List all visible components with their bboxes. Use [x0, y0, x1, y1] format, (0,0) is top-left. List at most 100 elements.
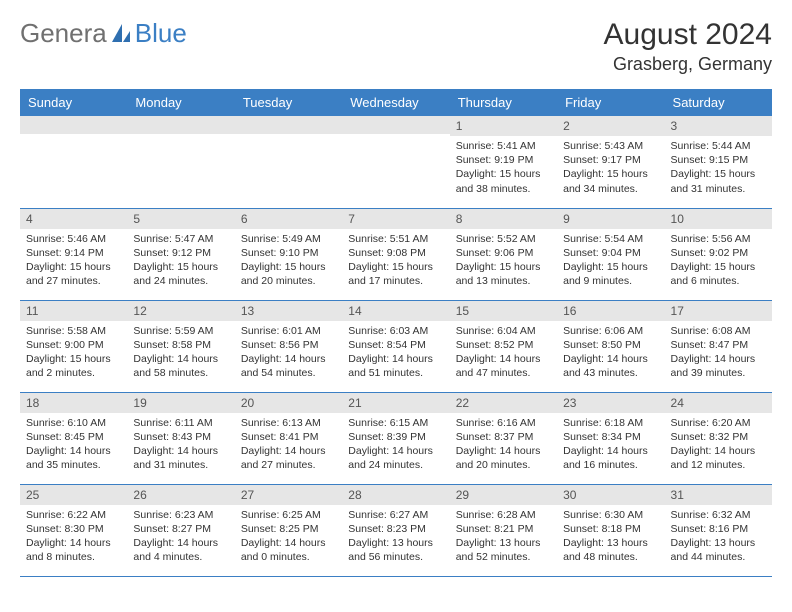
daylight-text: Daylight: 15 hours and 6 minutes. — [671, 260, 766, 288]
sunrise-text: Sunrise: 6:06 AM — [563, 324, 658, 338]
sunrise-text: Sunrise: 6:03 AM — [348, 324, 443, 338]
daylight-text: Daylight: 14 hours and 20 minutes. — [456, 444, 551, 472]
day-number: 15 — [450, 301, 557, 321]
sunrise-text: Sunrise: 5:54 AM — [563, 232, 658, 246]
calendar-day-cell: 25Sunrise: 6:22 AMSunset: 8:30 PMDayligh… — [20, 484, 127, 576]
daylight-text: Daylight: 14 hours and 54 minutes. — [241, 352, 336, 380]
sunrise-text: Sunrise: 6:16 AM — [456, 416, 551, 430]
day-number: 9 — [557, 209, 664, 229]
daylight-text: Daylight: 14 hours and 27 minutes. — [241, 444, 336, 472]
day-number: 17 — [665, 301, 772, 321]
day-number: 14 — [342, 301, 449, 321]
sunrise-text: Sunrise: 6:28 AM — [456, 508, 551, 522]
daylight-text: Daylight: 15 hours and 2 minutes. — [26, 352, 121, 380]
daylight-text: Daylight: 14 hours and 12 minutes. — [671, 444, 766, 472]
sunrise-text: Sunrise: 5:52 AM — [456, 232, 551, 246]
day-details: Sunrise: 6:30 AMSunset: 8:18 PMDaylight:… — [557, 505, 664, 569]
sunset-text: Sunset: 8:34 PM — [563, 430, 658, 444]
sunset-text: Sunset: 9:15 PM — [671, 153, 766, 167]
day-number — [127, 116, 234, 134]
sunrise-text: Sunrise: 5:47 AM — [133, 232, 228, 246]
title-block: August 2024 Grasberg, Germany — [604, 18, 772, 75]
day-details: Sunrise: 6:13 AMSunset: 8:41 PMDaylight:… — [235, 413, 342, 477]
calendar-day-cell: 22Sunrise: 6:16 AMSunset: 8:37 PMDayligh… — [450, 392, 557, 484]
daylight-text: Daylight: 13 hours and 48 minutes. — [563, 536, 658, 564]
day-number: 7 — [342, 209, 449, 229]
calendar-day-cell: 7Sunrise: 5:51 AMSunset: 9:08 PMDaylight… — [342, 208, 449, 300]
day-details: Sunrise: 6:28 AMSunset: 8:21 PMDaylight:… — [450, 505, 557, 569]
weekday-header: Friday — [557, 89, 664, 116]
day-number: 23 — [557, 393, 664, 413]
sunset-text: Sunset: 8:32 PM — [671, 430, 766, 444]
weekday-header: Tuesday — [235, 89, 342, 116]
sunrise-text: Sunrise: 6:25 AM — [241, 508, 336, 522]
day-details: Sunrise: 5:51 AMSunset: 9:08 PMDaylight:… — [342, 229, 449, 293]
daylight-text: Daylight: 14 hours and 51 minutes. — [348, 352, 443, 380]
sunset-text: Sunset: 9:00 PM — [26, 338, 121, 352]
day-number: 24 — [665, 393, 772, 413]
day-number: 1 — [450, 116, 557, 136]
day-number: 16 — [557, 301, 664, 321]
day-details: Sunrise: 5:49 AMSunset: 9:10 PMDaylight:… — [235, 229, 342, 293]
day-number: 26 — [127, 485, 234, 505]
sunrise-text: Sunrise: 6:30 AM — [563, 508, 658, 522]
sunrise-text: Sunrise: 6:08 AM — [671, 324, 766, 338]
calendar-day-cell: 5Sunrise: 5:47 AMSunset: 9:12 PMDaylight… — [127, 208, 234, 300]
location-subtitle: Grasberg, Germany — [604, 54, 772, 75]
day-number: 21 — [342, 393, 449, 413]
calendar-day-cell: 27Sunrise: 6:25 AMSunset: 8:25 PMDayligh… — [235, 484, 342, 576]
daylight-text: Daylight: 13 hours and 52 minutes. — [456, 536, 551, 564]
daylight-text: Daylight: 15 hours and 24 minutes. — [133, 260, 228, 288]
daylight-text: Daylight: 14 hours and 4 minutes. — [133, 536, 228, 564]
calendar-day-cell: 2Sunrise: 5:43 AMSunset: 9:17 PMDaylight… — [557, 116, 664, 208]
day-details: Sunrise: 6:04 AMSunset: 8:52 PMDaylight:… — [450, 321, 557, 385]
sunrise-text: Sunrise: 6:15 AM — [348, 416, 443, 430]
day-number: 18 — [20, 393, 127, 413]
calendar-day-cell: 28Sunrise: 6:27 AMSunset: 8:23 PMDayligh… — [342, 484, 449, 576]
calendar-day-cell: 9Sunrise: 5:54 AMSunset: 9:04 PMDaylight… — [557, 208, 664, 300]
sunrise-text: Sunrise: 6:11 AM — [133, 416, 228, 430]
brand-text-part2: Blue — [135, 18, 187, 49]
day-number — [342, 116, 449, 134]
sunset-text: Sunset: 8:16 PM — [671, 522, 766, 536]
daylight-text: Daylight: 15 hours and 9 minutes. — [563, 260, 658, 288]
day-number: 22 — [450, 393, 557, 413]
sunset-text: Sunset: 8:54 PM — [348, 338, 443, 352]
daylight-text: Daylight: 14 hours and 47 minutes. — [456, 352, 551, 380]
weekday-header: Thursday — [450, 89, 557, 116]
day-details: Sunrise: 5:54 AMSunset: 9:04 PMDaylight:… — [557, 229, 664, 293]
calendar-week-row: 25Sunrise: 6:22 AMSunset: 8:30 PMDayligh… — [20, 484, 772, 576]
sunrise-text: Sunrise: 6:01 AM — [241, 324, 336, 338]
calendar-day-cell — [20, 116, 127, 208]
calendar-week-row: 11Sunrise: 5:58 AMSunset: 9:00 PMDayligh… — [20, 300, 772, 392]
day-details: Sunrise: 6:22 AMSunset: 8:30 PMDaylight:… — [20, 505, 127, 569]
daylight-text: Daylight: 15 hours and 34 minutes. — [563, 167, 658, 195]
sunset-text: Sunset: 8:43 PM — [133, 430, 228, 444]
calendar-day-cell: 24Sunrise: 6:20 AMSunset: 8:32 PMDayligh… — [665, 392, 772, 484]
day-number: 28 — [342, 485, 449, 505]
sunset-text: Sunset: 9:06 PM — [456, 246, 551, 260]
daylight-text: Daylight: 14 hours and 35 minutes. — [26, 444, 121, 472]
sunset-text: Sunset: 9:14 PM — [26, 246, 121, 260]
daylight-text: Daylight: 14 hours and 31 minutes. — [133, 444, 228, 472]
daylight-text: Daylight: 14 hours and 0 minutes. — [241, 536, 336, 564]
calendar-day-cell: 13Sunrise: 6:01 AMSunset: 8:56 PMDayligh… — [235, 300, 342, 392]
calendar-day-cell: 18Sunrise: 6:10 AMSunset: 8:45 PMDayligh… — [20, 392, 127, 484]
day-details: Sunrise: 6:08 AMSunset: 8:47 PMDaylight:… — [665, 321, 772, 385]
calendar-day-cell: 8 Sunrise: 5:52 AMSunset: 9:06 PMDaylight… — [450, 208, 557, 300]
sunrise-text: Sunrise: 5:44 AM — [671, 139, 766, 153]
calendar-table: SundayMondayTuesdayWednesdayThursdayFrid… — [20, 89, 772, 577]
day-number: 11 — [20, 301, 127, 321]
sunrise-text: Sunrise: 5:46 AM — [26, 232, 121, 246]
day-number: 8 — [450, 209, 557, 229]
calendar-day-cell: 19Sunrise: 6:11 AMSunset: 8:43 PMDayligh… — [127, 392, 234, 484]
daylight-text: Daylight: 15 hours and 17 minutes. — [348, 260, 443, 288]
calendar-day-cell: 21Sunrise: 6:15 AMSunset: 8:39 PMDayligh… — [342, 392, 449, 484]
daylight-text: Daylight: 15 hours and 13 minutes. — [456, 260, 551, 288]
daylight-text: Daylight: 14 hours and 39 minutes. — [671, 352, 766, 380]
brand-text-part1: Genera — [20, 18, 107, 49]
sunset-text: Sunset: 9:10 PM — [241, 246, 336, 260]
sunset-text: Sunset: 9:17 PM — [563, 153, 658, 167]
calendar-day-cell: 15Sunrise: 6:04 AMSunset: 8:52 PMDayligh… — [450, 300, 557, 392]
day-number: 3 — [665, 116, 772, 136]
